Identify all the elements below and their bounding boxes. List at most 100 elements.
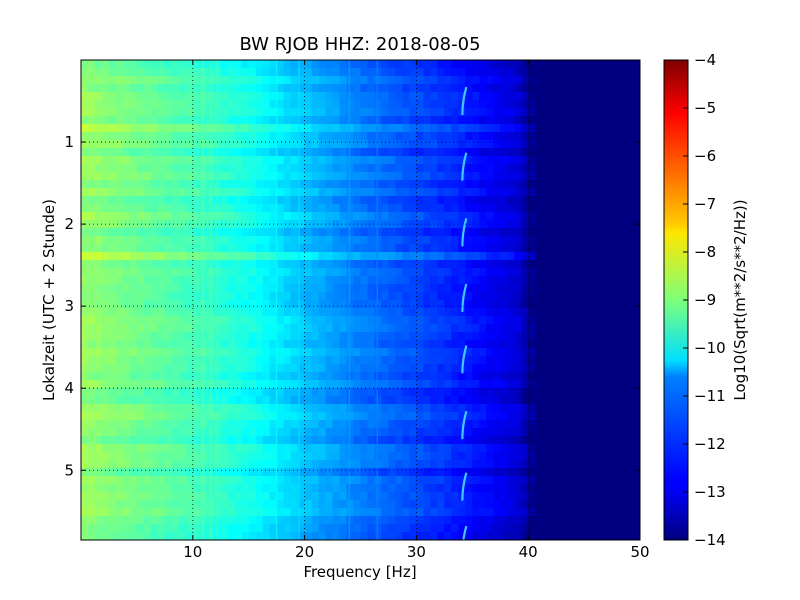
- heatmap-cell: [283, 108, 292, 117]
- heatmap-cell: [269, 268, 278, 277]
- heatmap-cell: [192, 492, 201, 501]
- heatmap-cell: [290, 468, 299, 477]
- heatmap-cell: [535, 340, 543, 349]
- heatmap-cell: [514, 524, 522, 533]
- heatmap-cell: [115, 124, 124, 133]
- heatmap-cell: [262, 148, 271, 157]
- heatmap-cell: [297, 524, 306, 533]
- heatmap-cell: [185, 60, 194, 69]
- heatmap-cell: [507, 436, 515, 445]
- heatmap-cell: [416, 492, 424, 501]
- heatmap-cell: [423, 252, 431, 261]
- heatmap-cell: [164, 284, 173, 293]
- heatmap-cell: [437, 380, 445, 389]
- heatmap-cell: [458, 284, 466, 293]
- heatmap-cell: [563, 196, 571, 205]
- heatmap-cell: [584, 396, 592, 405]
- heatmap-cell: [290, 324, 299, 333]
- heatmap-cell: [304, 444, 313, 453]
- heatmap-cell: [598, 404, 606, 413]
- heatmap-cell: [255, 108, 264, 117]
- heatmap-cell: [479, 172, 487, 181]
- heatmap-cell: [591, 180, 599, 189]
- heatmap-cell: [367, 244, 376, 253]
- heatmap-cell: [479, 388, 487, 397]
- heatmap-cell: [500, 204, 508, 213]
- heatmap-cell: [451, 196, 459, 205]
- heatmap-cell: [283, 132, 292, 141]
- heatmap-cell: [563, 436, 571, 445]
- heatmap-cell: [612, 532, 620, 540]
- heatmap-cell: [479, 444, 487, 453]
- heatmap-cell: [346, 356, 355, 365]
- heatmap-cell: [325, 492, 334, 501]
- heatmap-cell: [353, 260, 362, 269]
- heatmap-cell: [81, 460, 89, 469]
- heatmap-cell: [514, 268, 522, 277]
- heatmap-cell: [283, 452, 292, 461]
- heatmap-cell: [81, 268, 89, 277]
- heatmap-cell: [584, 468, 592, 477]
- heatmap-cell: [619, 164, 627, 173]
- heatmap-cell: [143, 236, 152, 245]
- heatmap-cell: [255, 172, 264, 181]
- heatmap-cell: [150, 116, 159, 125]
- heatmap-cell: [549, 452, 557, 461]
- x-tick-label: 20: [295, 543, 314, 561]
- heatmap-cell: [311, 244, 320, 253]
- heatmap-cell: [626, 260, 634, 269]
- heatmap-cell: [311, 428, 320, 437]
- heatmap-cell: [262, 508, 271, 517]
- heatmap-cell: [528, 164, 536, 173]
- heatmap-cell: [171, 188, 180, 197]
- heatmap-cell: [136, 148, 145, 157]
- heatmap-cell: [255, 396, 264, 405]
- heatmap-cell: [430, 276, 438, 285]
- heatmap-cell: [542, 412, 550, 421]
- heatmap-cell: [374, 260, 383, 269]
- heatmap-cell: [220, 436, 229, 445]
- heatmap-cell: [437, 236, 445, 245]
- heatmap-cell: [402, 364, 411, 373]
- heatmap-cell: [360, 508, 369, 517]
- heatmap-cell: [164, 116, 173, 125]
- heatmap-cell: [227, 132, 236, 141]
- heatmap-cell: [178, 308, 187, 317]
- heatmap-cell: [626, 308, 634, 317]
- heatmap-cell: [346, 412, 355, 421]
- heatmap-cell: [444, 196, 452, 205]
- heatmap-cell: [591, 124, 599, 133]
- heatmap-cell: [234, 484, 243, 493]
- heatmap-cell: [612, 212, 620, 221]
- heatmap-cell: [374, 268, 383, 277]
- heatmap-cell: [381, 228, 390, 237]
- heatmap-cell: [549, 300, 557, 309]
- heatmap-cell: [423, 404, 431, 413]
- heatmap-cell: [563, 500, 571, 509]
- heatmap-cell: [255, 204, 264, 213]
- heatmap-cell: [577, 148, 585, 157]
- heatmap-cell: [381, 164, 390, 173]
- heatmap-cell: [115, 212, 124, 221]
- heatmap-cell: [563, 428, 571, 437]
- heatmap-cell: [626, 516, 634, 525]
- heatmap-cell: [388, 396, 397, 405]
- heatmap-cell: [192, 140, 201, 149]
- heatmap-cell: [409, 260, 417, 269]
- heatmap-cell: [241, 428, 250, 437]
- heatmap-cell: [360, 276, 369, 285]
- heatmap-cell: [388, 68, 397, 77]
- heatmap-cell: [283, 348, 292, 357]
- heatmap-cell: [360, 380, 369, 389]
- heatmap-cell: [255, 500, 264, 509]
- heatmap-cell: [577, 420, 585, 429]
- heatmap-cell: [528, 124, 536, 133]
- heatmap-cell: [248, 268, 257, 277]
- heatmap-cell: [269, 516, 278, 525]
- heatmap-cell: [556, 180, 564, 189]
- heatmap-cell: [143, 420, 152, 429]
- heatmap-cell: [528, 148, 536, 157]
- heatmap-cell: [633, 428, 640, 437]
- heatmap-cell: [304, 468, 313, 477]
- heatmap-cell: [122, 124, 131, 133]
